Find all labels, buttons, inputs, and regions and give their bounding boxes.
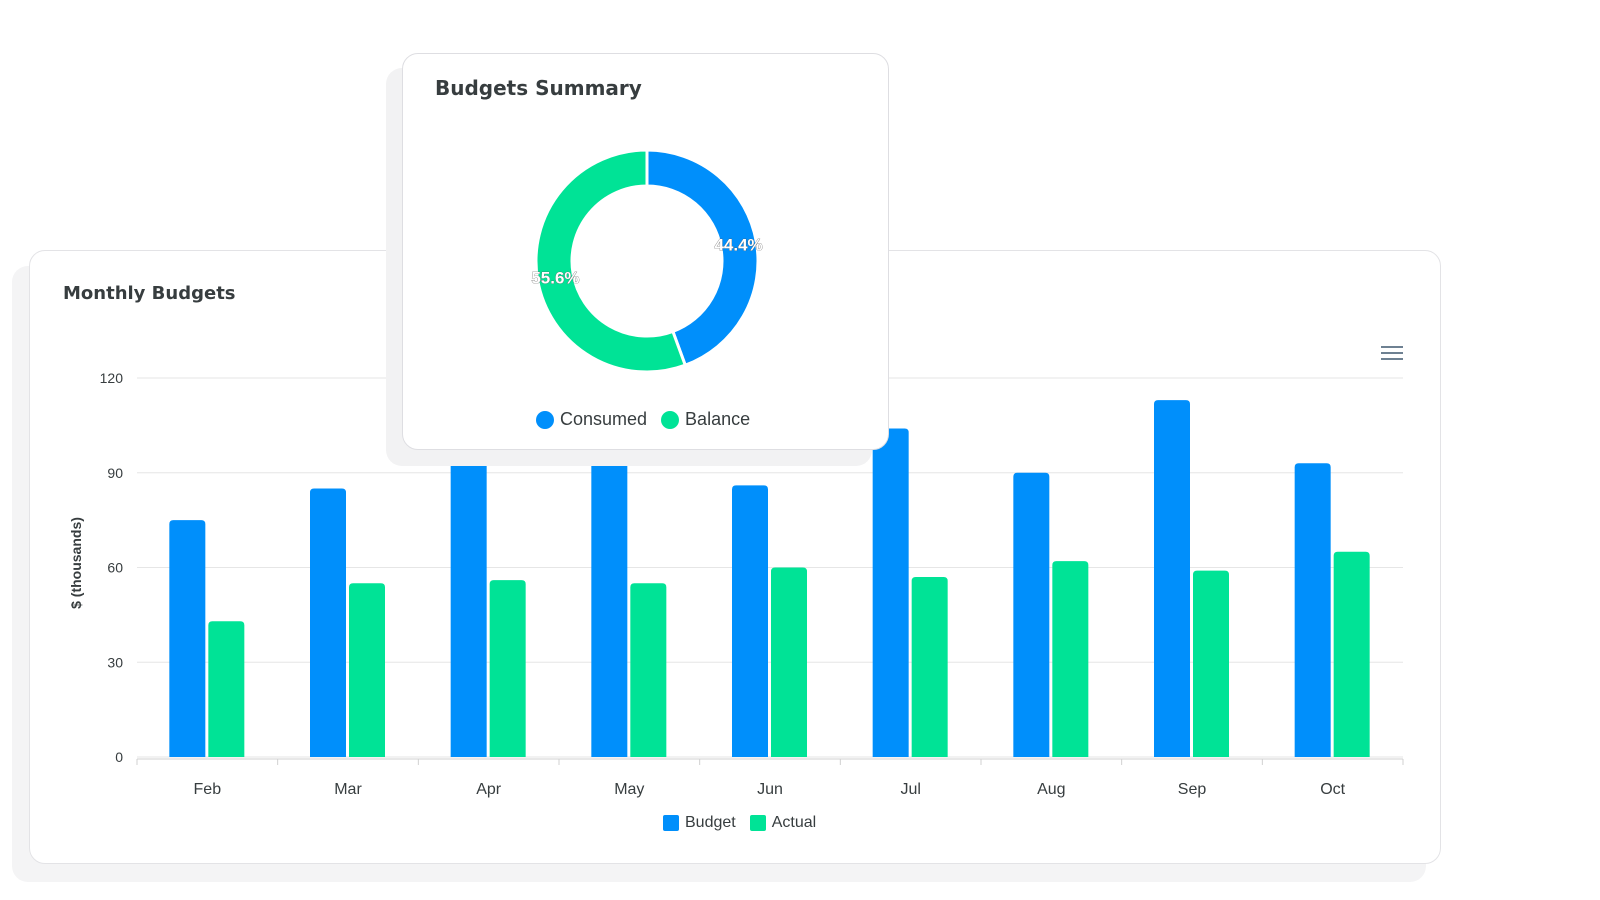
- legend-budget[interactable]: Budget: [663, 814, 736, 832]
- bar-actual: [489, 580, 526, 757]
- x-tick-label: Jun: [757, 781, 783, 798]
- x-tick-label: Sep: [1178, 781, 1207, 798]
- x-tick-label: May: [614, 781, 644, 798]
- legend-consumed[interactable]: Consumed: [536, 409, 647, 430]
- bar-actual: [911, 576, 948, 757]
- bar-budget: [1294, 463, 1331, 757]
- menu-icon: [1381, 346, 1403, 348]
- bar-budget: [450, 441, 487, 757]
- x-tick-label: Mar: [334, 781, 362, 798]
- donut-slice-consumed: [645, 148, 760, 368]
- bar-actual: [349, 583, 385, 757]
- y-tick-label: 30: [107, 654, 123, 670]
- bar-actual: [771, 567, 807, 757]
- chart-menu-button[interactable]: [1381, 346, 1403, 362]
- bar-budget: [310, 488, 346, 757]
- bar-budget: [169, 520, 206, 757]
- x-tick-label: Aug: [1037, 781, 1065, 798]
- y-tick-label: 60: [107, 560, 123, 576]
- donut-legend: Consumed Balance: [536, 409, 764, 430]
- donut-chart-title: Budgets Summary: [435, 76, 642, 100]
- bar-chart-title: Monthly Budgets: [63, 283, 236, 304]
- y-tick-label: 90: [107, 465, 123, 481]
- bar-actual: [208, 621, 245, 757]
- bar-actual: [1193, 570, 1229, 757]
- y-axis-label: $ (thousands): [68, 517, 84, 609]
- bar-budget: [1013, 472, 1050, 757]
- legend-actual[interactable]: Actual: [749, 814, 816, 832]
- donut-data-label: 55.6%: [531, 268, 579, 287]
- bar-budget: [1154, 400, 1190, 757]
- bar-legend: Budget Actual: [663, 814, 830, 832]
- bar-actual: [1052, 561, 1089, 757]
- x-tick-label: Jul: [900, 781, 920, 798]
- budgets-summary-card: [402, 53, 889, 450]
- bar-budget: [732, 485, 768, 757]
- x-tick-label: Apr: [476, 781, 502, 798]
- y-tick-label: 120: [100, 370, 124, 386]
- donut-data-label: 44.4%: [714, 236, 762, 255]
- bar-actual: [1333, 551, 1370, 757]
- x-tick-label: Oct: [1320, 781, 1345, 798]
- legend-balance[interactable]: Balance: [661, 409, 750, 430]
- x-tick-label: Feb: [194, 781, 222, 798]
- y-tick-label: 0: [115, 749, 123, 765]
- bar-actual: [630, 583, 667, 757]
- donut-slice-balance: [534, 148, 688, 374]
- bar-budget: [872, 428, 909, 757]
- bar-budget: [591, 441, 628, 757]
